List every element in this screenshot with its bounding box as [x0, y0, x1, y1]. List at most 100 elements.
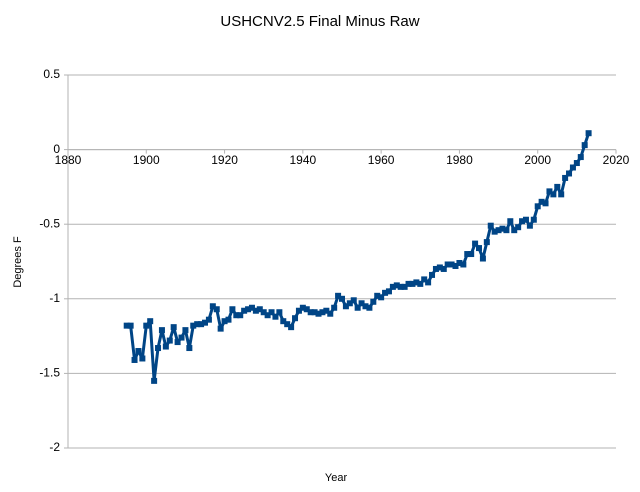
data-point [530, 216, 537, 223]
data-point [178, 334, 185, 341]
data-point [260, 309, 267, 316]
data-point [346, 300, 353, 307]
data-point [456, 259, 463, 266]
x-tick-label: 2020 [603, 153, 630, 167]
y-tick-label: 0.5 [43, 67, 60, 81]
data-point [264, 312, 271, 319]
data-point [487, 222, 494, 229]
data-point [566, 170, 573, 177]
data-point [468, 251, 475, 258]
y-axis-label: Degrees F [12, 236, 24, 288]
data-point [538, 198, 545, 205]
x-tick-label: 1920 [211, 153, 238, 167]
data-point [162, 343, 169, 350]
x-tick-label: 1900 [133, 153, 160, 167]
y-tick-label: -0.5 [39, 216, 60, 230]
data-point [374, 292, 381, 299]
data-point [280, 318, 287, 325]
data-point [366, 304, 373, 311]
data-point [378, 294, 385, 301]
data-point [452, 262, 459, 269]
data-point [503, 227, 510, 234]
data-point [241, 307, 248, 314]
data-point [495, 227, 502, 234]
data-point [221, 318, 228, 325]
data-point [448, 261, 455, 268]
data-point [311, 309, 318, 316]
data-point [182, 327, 189, 334]
data-point [170, 324, 177, 331]
data-point [213, 306, 220, 313]
data-point [252, 307, 259, 314]
data-point [573, 160, 580, 167]
data-point [417, 280, 424, 287]
data-point [233, 312, 240, 319]
data-point [245, 306, 252, 313]
data-point [331, 304, 338, 311]
data-point [158, 327, 165, 334]
data-point [436, 264, 443, 271]
data-point [299, 304, 306, 311]
data-point [409, 280, 416, 287]
data-point [151, 377, 158, 384]
data-point [382, 289, 389, 296]
data-point [491, 228, 498, 235]
data-point [225, 316, 232, 323]
data-point [569, 164, 576, 171]
data-point [217, 325, 224, 332]
data-point [166, 337, 173, 344]
data-point [405, 280, 412, 287]
data-point [444, 261, 451, 268]
data-point [303, 306, 310, 313]
data-point [139, 355, 146, 362]
data-point [292, 315, 299, 322]
data-point [476, 245, 482, 252]
data-point [393, 282, 400, 289]
x-tick-label: 2000 [524, 153, 551, 167]
data-point [515, 224, 522, 231]
y-tick-label: -1.5 [39, 366, 60, 380]
data-point [440, 265, 447, 272]
data-point [358, 300, 365, 307]
data-point [323, 307, 330, 314]
data-point [307, 309, 314, 316]
data-point [581, 142, 588, 149]
data-point [248, 304, 255, 311]
data-point [354, 304, 361, 311]
data-point [526, 222, 533, 229]
data-point [202, 319, 208, 326]
data-point [585, 130, 592, 137]
data-point [401, 283, 408, 290]
data-point [186, 345, 193, 352]
data-point [413, 279, 420, 286]
data-point [335, 292, 342, 299]
y-tick-label: 0 [53, 142, 60, 156]
data-point [209, 303, 216, 310]
data-point [499, 225, 506, 232]
data-point [362, 303, 369, 310]
data-point [389, 283, 396, 290]
data-point [284, 321, 291, 328]
data-point [315, 310, 322, 317]
data-point [256, 306, 263, 313]
data-point [519, 218, 526, 225]
data-point [272, 313, 279, 320]
data-point [342, 303, 349, 310]
data-point [131, 356, 138, 363]
data-point [143, 322, 150, 329]
data-point [577, 154, 584, 161]
data-point [479, 255, 486, 262]
x-axis-label: Year [325, 472, 348, 484]
data-point [205, 316, 212, 323]
data-point [237, 312, 244, 319]
data-point [554, 183, 561, 190]
x-tick-label: 1960 [368, 153, 395, 167]
data-point [147, 318, 154, 325]
x-tick-label: 1980 [446, 153, 473, 167]
data-point [562, 174, 569, 181]
data-point [123, 322, 130, 329]
x-tick-label: 1940 [290, 153, 317, 167]
data-point [339, 295, 345, 302]
data-point [350, 297, 357, 304]
